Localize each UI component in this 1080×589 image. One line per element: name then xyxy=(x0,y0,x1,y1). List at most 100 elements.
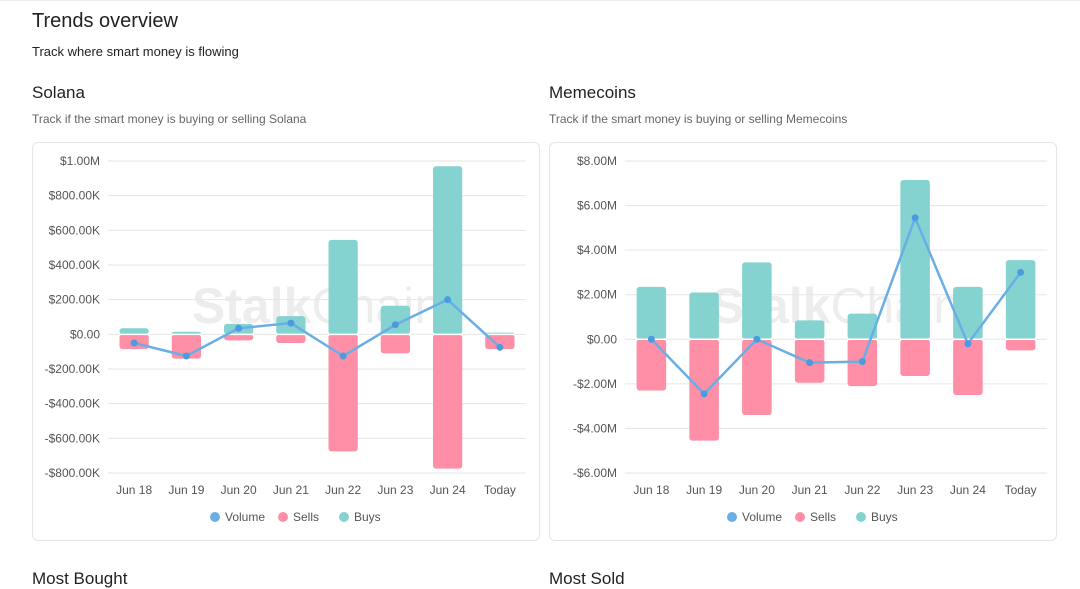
sells-bar[interactable] xyxy=(380,334,411,354)
sells-bar[interactable] xyxy=(1005,339,1036,351)
buys-bar[interactable] xyxy=(119,328,149,335)
sells-bar[interactable] xyxy=(328,334,358,452)
volume-point[interactable] xyxy=(339,352,347,360)
y-tick-label: $0.00 xyxy=(587,332,617,346)
buys-bar[interactable] xyxy=(432,166,463,335)
x-tick-label: Jun 19 xyxy=(168,483,204,497)
legend-item-sells[interactable]: Sells xyxy=(795,510,836,524)
y-tick-label: $8.00M xyxy=(577,154,617,168)
buys-bar[interactable] xyxy=(794,320,825,340)
sells-bar[interactable] xyxy=(485,334,515,350)
y-tick-label: $2.00M xyxy=(577,288,617,302)
most-bought-title: Most Bought xyxy=(32,569,128,588)
sells-bar[interactable] xyxy=(953,339,983,395)
page-title: Trends overview xyxy=(32,10,178,32)
solana-chart-card: StalkChain $1.00M $800.00K $600.00K $400.00K… xyxy=(32,142,540,541)
buys-bar[interactable] xyxy=(1005,260,1036,340)
legend-label: Sells xyxy=(293,510,319,524)
buys-bar[interactable] xyxy=(742,262,772,340)
x-tick-label: Today xyxy=(1005,483,1037,497)
legend-swatch xyxy=(339,512,349,522)
sells-bar[interactable] xyxy=(689,339,719,441)
legend-label: Volume xyxy=(742,510,782,524)
legend-item-sells[interactable]: Sells xyxy=(278,510,319,524)
sells-bar[interactable] xyxy=(742,339,772,416)
buys-bar[interactable] xyxy=(636,286,667,340)
volume-point[interactable] xyxy=(444,296,452,304)
y-tick-label: $400.00K xyxy=(49,258,100,272)
volume-point[interactable] xyxy=(391,321,399,329)
volume-point[interactable] xyxy=(858,358,866,366)
legend-swatch xyxy=(727,512,737,522)
y-tick-label: $6.00M xyxy=(577,199,617,213)
volume-point[interactable] xyxy=(911,214,919,222)
y-tick-label: -$4.00M xyxy=(573,421,617,435)
buys-bar[interactable] xyxy=(689,292,719,340)
y-tick-label: -$800.00K xyxy=(45,466,100,480)
y-tick-label: $4.00M xyxy=(577,243,617,257)
legend-item-volume[interactable]: Volume xyxy=(210,510,265,524)
legend-swatch xyxy=(278,512,288,522)
y-tick-label: $0.00 xyxy=(70,327,100,341)
x-tick-label: Jun 24 xyxy=(950,483,986,497)
legend-swatch xyxy=(795,512,805,522)
x-tick-label: Jun 20 xyxy=(739,483,775,497)
x-tick-label: Jun 23 xyxy=(897,483,933,497)
buys-bar[interactable] xyxy=(328,239,358,335)
y-tick-label: $600.00K xyxy=(49,223,100,237)
x-tick-label: Jun 22 xyxy=(844,483,880,497)
sells-bar[interactable] xyxy=(276,334,306,343)
y-tick-label: -$600.00K xyxy=(45,431,100,445)
volume-point[interactable] xyxy=(496,343,504,351)
buys-bar[interactable] xyxy=(847,313,878,340)
buys-bar[interactable] xyxy=(900,179,930,340)
y-tick-label: -$200.00K xyxy=(45,362,100,376)
x-tick-label: Jun 18 xyxy=(116,483,152,497)
memecoins-section-subtitle: Track if the smart money is buying or se… xyxy=(549,112,848,126)
volume-point[interactable] xyxy=(647,335,655,343)
solana-chart: StalkChain$1.00M$800.00K$600.00K$400.00K… xyxy=(45,154,526,524)
legend-label: Sells xyxy=(810,510,836,524)
volume-point[interactable] xyxy=(1017,268,1025,276)
volume-point[interactable] xyxy=(700,390,708,398)
memecoins-chart-card: StalkChain$8.00M$6.00M$4.00M$2.00M$0.00-… xyxy=(549,142,1057,541)
volume-line xyxy=(133,298,501,358)
y-tick-label: -$400.00K xyxy=(45,397,100,411)
legend-label: Volume xyxy=(225,510,265,524)
x-tick-label: Jun 20 xyxy=(221,483,257,497)
sells-bar[interactable] xyxy=(432,334,463,469)
x-tick-label: Jun 21 xyxy=(792,483,828,497)
most-sold-title: Most Sold xyxy=(549,569,625,588)
x-tick-label: Jun 24 xyxy=(430,483,466,497)
x-tick-label: Jun 19 xyxy=(686,483,722,497)
volume-point[interactable] xyxy=(753,335,761,343)
x-tick-label: Jun 21 xyxy=(273,483,309,497)
volume-point[interactable] xyxy=(287,319,295,327)
volume-point[interactable] xyxy=(806,359,814,367)
legend-label: Buys xyxy=(871,510,898,524)
sells-bar[interactable] xyxy=(636,339,667,391)
legend-item-buys[interactable]: Buys xyxy=(856,510,898,524)
legend-item-volume[interactable]: Volume xyxy=(727,510,782,524)
sells-bar[interactable] xyxy=(223,334,254,341)
page-subtitle: Track where smart money is flowing xyxy=(32,44,239,59)
memecoins-chart: StalkChain$8.00M$6.00M$4.00M$2.00M$0.00-… xyxy=(573,154,1047,524)
y-tick-label: $1.00M xyxy=(60,154,100,168)
x-tick-label: Jun 23 xyxy=(377,483,413,497)
volume-point[interactable] xyxy=(182,352,190,360)
y-tick-label: $200.00K xyxy=(49,293,100,307)
memecoins-section-title: Memecoins xyxy=(549,83,636,102)
sells-bar[interactable] xyxy=(900,339,930,377)
solana-section-subtitle: Track if the smart money is buying or se… xyxy=(32,112,307,126)
x-tick-label: Today xyxy=(484,483,516,497)
legend-swatch xyxy=(210,512,220,522)
y-tick-label: -$2.00M xyxy=(573,377,617,391)
solana-section-title: Solana xyxy=(32,83,85,102)
buys-bar[interactable] xyxy=(380,305,411,335)
volume-point[interactable] xyxy=(964,340,972,348)
x-tick-label: Jun 18 xyxy=(633,483,669,497)
x-tick-label: Jun 22 xyxy=(325,483,361,497)
volume-point[interactable] xyxy=(235,324,243,332)
legend-item-buys[interactable]: Buys xyxy=(339,510,381,524)
volume-point[interactable] xyxy=(130,339,138,347)
